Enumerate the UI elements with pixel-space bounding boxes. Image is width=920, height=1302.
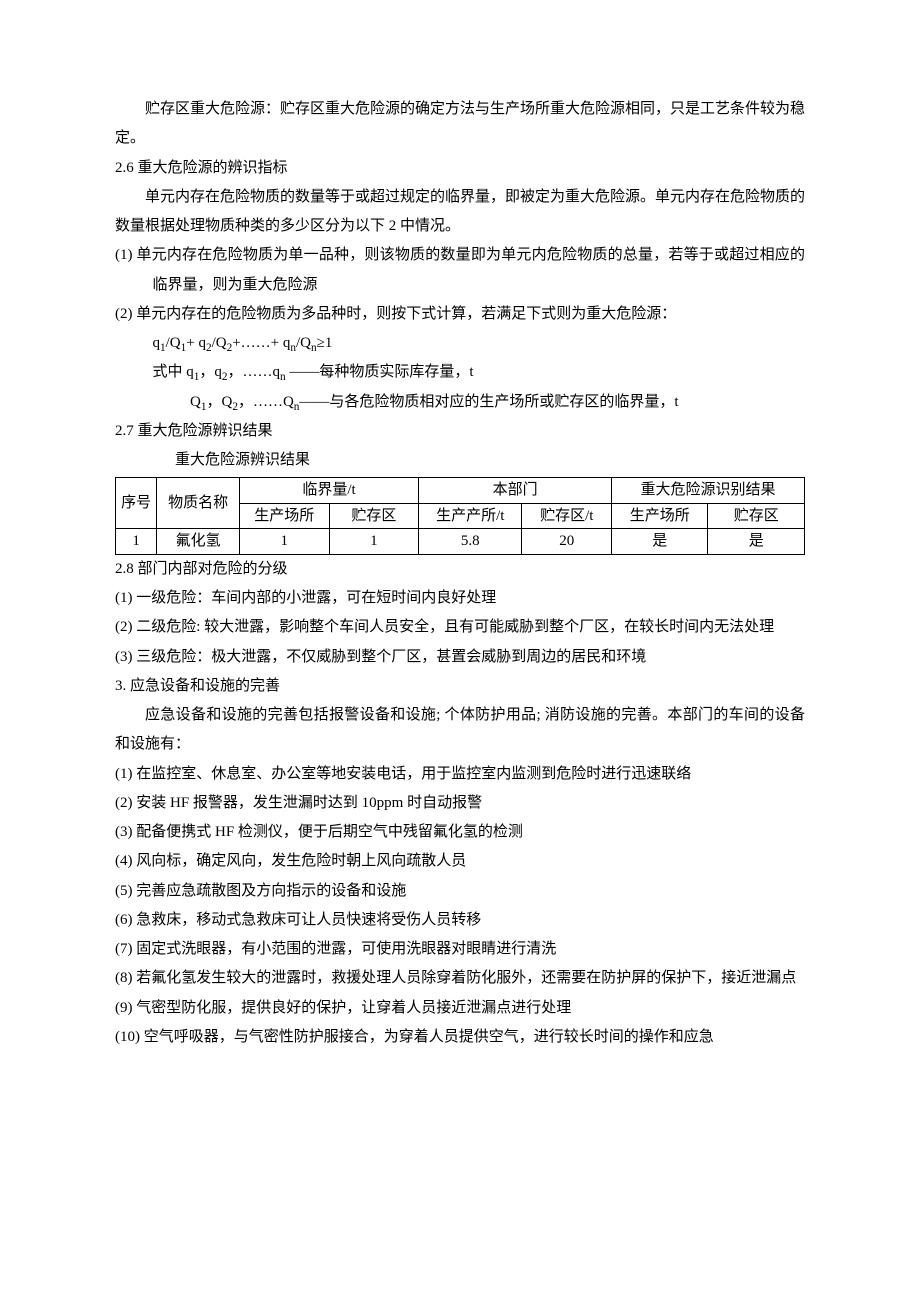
formula-line-1: q1/Q1+ q2/Q2+……+ qn/Qn≥1 bbox=[115, 329, 805, 358]
th-name: 物质名称 bbox=[157, 478, 240, 529]
formula-text: ，Q bbox=[206, 394, 232, 410]
section-3-item2: (2) 安装 HF 报警器，发生泄漏时达到 10ppm 时自动报警 bbox=[115, 789, 805, 818]
section-2-8-title: 2.8 部门内部对危险的分级 bbox=[115, 555, 805, 584]
section-2-6-item2: (2) 单元内存在的危险物质为多品种时，则按下式计算，若满足下式则为重大危险源： bbox=[115, 300, 805, 329]
page-container: 贮存区重大危险源：贮存区重大危险源的确定方法与生产场所重大危险源相同，只是工艺条… bbox=[0, 0, 920, 1302]
th-prod-res: 生产场所 bbox=[612, 503, 708, 529]
section-3-p1: 应急设备和设施的完善包括报警设备和设施; 个体防护用品; 消防设施的完善。本部门… bbox=[115, 701, 805, 760]
formula-text: 式中 q bbox=[153, 364, 194, 380]
section-3-item5: (5) 完善应急疏散图及方向指示的设备和设施 bbox=[115, 877, 805, 906]
th-prod-t: 生产产所/t bbox=[419, 503, 522, 529]
formula-text: ，q bbox=[199, 364, 222, 380]
section-2-7-title: 2.7 重大危险源辨识结果 bbox=[115, 417, 805, 446]
th-limit: 临界量/t bbox=[240, 478, 419, 504]
section-2-6-p1: 单元内存在危险物质的数量等于或超过规定的临界量，即被定为重大危险源。单元内存在危… bbox=[115, 183, 805, 242]
formula-text: ——每种物质实际库存量，t bbox=[286, 364, 474, 380]
section-3-item7: (7) 固定式洗眼器，有小范围的泄露，可使用洗眼器对眼睛进行清洗 bbox=[115, 935, 805, 964]
formula-text: + q bbox=[186, 335, 206, 351]
formula-line-2: 式中 q1，q2，……qn ——每种物质实际库存量，t bbox=[115, 358, 805, 387]
td-name: 氟化氢 bbox=[157, 529, 240, 555]
table-caption: 重大危险源辨识结果 bbox=[115, 446, 805, 475]
td-store-val: 20 bbox=[522, 529, 612, 555]
formula-text: ，……Q bbox=[238, 394, 294, 410]
th-prod: 生产场所 bbox=[240, 503, 330, 529]
formula-text: q bbox=[153, 335, 161, 351]
section-3-item10: (10) 空气呼吸器，与气密性防护服接合，为穿着人员提供空气，进行较长时间的操作… bbox=[115, 1023, 805, 1052]
section-2-8-item3: (3) 三级危险：极大泄露，不仅威胁到整个厂区，甚置会威胁到周边的居民和环境 bbox=[115, 643, 805, 672]
section-3-item4: (4) 风向标，确定风向，发生危险时朝上风向疏散人员 bbox=[115, 847, 805, 876]
formula-text: /Q bbox=[296, 335, 311, 351]
table-header-row-1: 序号 物质名称 临界量/t 本部门 重大危险源识别结果 bbox=[116, 478, 805, 504]
section-2-8-item1: (1) 一级危险：车间内部的小泄露，可在短时间内良好处理 bbox=[115, 584, 805, 613]
th-seq: 序号 bbox=[116, 478, 157, 529]
formula-text: ≥1 bbox=[317, 335, 333, 351]
th-store-t: 贮存区/t bbox=[522, 503, 612, 529]
formula-text: /Q bbox=[212, 335, 227, 351]
section-3-item9: (9) 气密型防化服，提供良好的保护，让穿着人员接近泄漏点进行处理 bbox=[115, 994, 805, 1023]
th-store-res: 贮存区 bbox=[708, 503, 805, 529]
hazard-table: 序号 物质名称 临界量/t 本部门 重大危险源识别结果 生产场所 贮存区 生产产… bbox=[115, 477, 805, 555]
section-3-item1: (1) 在监控室、休息室、办公室等地安装电话，用于监控室内监测到危险时进行迅速联… bbox=[115, 760, 805, 789]
formula-text: Q bbox=[190, 394, 201, 410]
td-seq: 1 bbox=[116, 529, 157, 555]
td-prod-val: 5.8 bbox=[419, 529, 522, 555]
section-2-6-item1: (1) 单元内存在危险物质为单一品种，则该物质的数量即为单元内危险物质的总量，若… bbox=[115, 241, 805, 300]
formula-text: +……+ q bbox=[232, 335, 290, 351]
formula-text: ，……q bbox=[228, 364, 281, 380]
section-2-6-title: 2.6 重大危险源的辨识指标 bbox=[115, 154, 805, 183]
formula-text: /Q bbox=[166, 335, 181, 351]
td-prod-res: 是 bbox=[612, 529, 708, 555]
formula-text: ——与各危险物质相对应的生产场所或贮存区的临界量，t bbox=[299, 394, 678, 410]
formula-line-3: Q1，Q2，……Qn——与各危险物质相对应的生产场所或贮存区的临界量，t bbox=[115, 388, 805, 417]
section-2-8-item2: (2) 二级危险: 较大泄露，影响整个车间人员安全，且有可能威胁到整个厂区，在较… bbox=[115, 613, 805, 642]
th-store: 贮存区 bbox=[329, 503, 419, 529]
section-3-item6: (6) 急救床，移动式急救床可让人员快速将受伤人员转移 bbox=[115, 906, 805, 935]
td-prod-limit: 1 bbox=[240, 529, 330, 555]
section-3-title: 3. 应急设备和设施的完善 bbox=[115, 672, 805, 701]
td-store-res: 是 bbox=[708, 529, 805, 555]
para-storage-hazard: 贮存区重大危险源：贮存区重大危险源的确定方法与生产场所重大危险源相同，只是工艺条… bbox=[115, 95, 805, 154]
td-store-limit: 1 bbox=[329, 529, 419, 555]
section-3-item3: (3) 配备便携式 HF 检测仪，便于后期空气中残留氟化氢的检测 bbox=[115, 818, 805, 847]
table-row: 1 氟化氢 1 1 5.8 20 是 是 bbox=[116, 529, 805, 555]
th-result: 重大危险源识别结果 bbox=[612, 478, 805, 504]
th-dept: 本部门 bbox=[419, 478, 612, 504]
section-3-item8: (8) 若氟化氢发生较大的泄露时，救援处理人员除穿着防化服外，还需要在防护屏的保… bbox=[115, 964, 805, 993]
